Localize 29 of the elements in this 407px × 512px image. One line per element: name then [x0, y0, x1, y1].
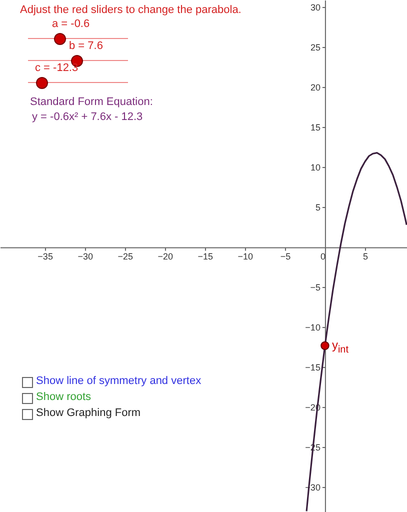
annotation: Show Graphing Form [36, 407, 141, 419]
annotation: c = -12.3 [35, 62, 78, 74]
x-tick-label: −20 [158, 252, 174, 262]
x-tick-label: −10 [238, 252, 254, 262]
y-tick-label: 15 [310, 122, 320, 133]
annotation: a = -0.6 [52, 18, 90, 30]
y-tick-label: −15 [305, 362, 320, 373]
line-series [306, 152, 407, 512]
x-tick-label: 0 [320, 252, 326, 262]
y-tick-label: 10 [310, 162, 320, 173]
x-tick-label: −30 [78, 252, 93, 262]
y-tick-label: −10 [305, 322, 320, 333]
annotation: Standard Form Equation: [30, 96, 153, 108]
y-tick-label: 25 [310, 42, 320, 53]
annotation: Show roots [36, 391, 92, 403]
x-tick-label: −5 [280, 252, 291, 262]
chart-title: Adjust the red sliders to change the parabola. [20, 4, 242, 16]
x-tick-label: −25 [118, 252, 133, 262]
y-tick-label: 30 [310, 2, 320, 13]
x-tick-label: 5 [362, 252, 368, 262]
annotation: y = -0.6x² + 7.6x - 12.3 [32, 111, 143, 123]
y-tick-label: 20 [310, 82, 320, 93]
annotation: Show line of symmetry and vertex [36, 375, 202, 387]
y-tick-label: −5 [310, 282, 320, 293]
series-label: y$_{int}$ [332, 338, 349, 355]
x-tick-label: −35 [38, 252, 53, 262]
annotation: b = 7.6 [69, 40, 103, 52]
y-tick-label: 5 [315, 202, 320, 213]
x-tick-label: −15 [198, 252, 214, 262]
